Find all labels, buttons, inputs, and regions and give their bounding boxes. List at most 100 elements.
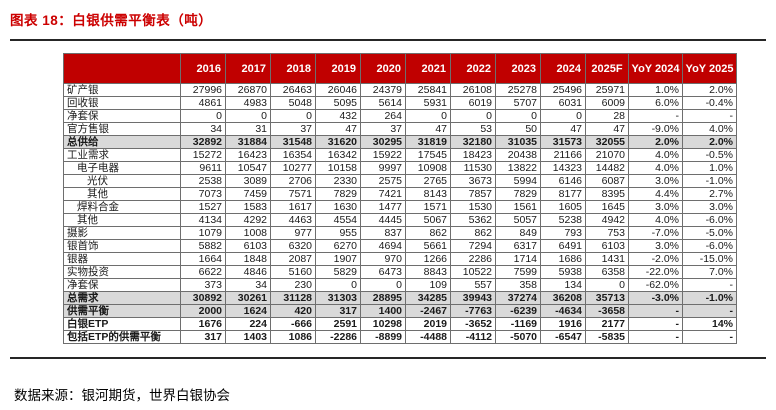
row-label: 总供给 [63, 135, 181, 149]
cell-value: -4634 [540, 304, 586, 318]
cell-value: 3089 [225, 174, 271, 188]
cell-value: 230 [270, 278, 316, 292]
cell-value: 4445 [360, 213, 406, 227]
column-header-2022: 2022 [450, 53, 496, 84]
cell-value: 7599 [495, 265, 541, 279]
table-row: 官方售银 34 31 37 47 37 47 53 50 47 47 -9.0% 4.0% [63, 122, 737, 136]
row-label: 其他 [63, 187, 181, 201]
cell-value: - [628, 317, 683, 331]
cell-value: 28 [585, 109, 629, 123]
cell-value: 0 [225, 109, 271, 123]
cell-value: 26046 [315, 83, 361, 97]
cell-value: 30261 [225, 291, 271, 305]
cell-value: 6103 [225, 239, 271, 253]
cell-value: 50 [495, 122, 541, 136]
cell-value: 557 [450, 278, 496, 292]
cell-value: 0 [180, 109, 226, 123]
cell-value: 0 [270, 109, 316, 123]
cell-value: 3.0% [628, 239, 683, 253]
table-row: 净套保 0 0 0 432 264 0 0 0 0 28- - [63, 109, 737, 123]
cell-value: 1086 [270, 330, 316, 344]
row-label: 白银ETP [63, 317, 181, 331]
cell-value: 753 [585, 226, 629, 240]
cell-value: 3.0% [628, 200, 683, 214]
cell-value: -0.4% [682, 96, 737, 110]
cell-value: 1605 [540, 200, 586, 214]
cell-value: -5.0% [682, 226, 737, 240]
column-header-yoy-2024: YoY 2024 [628, 53, 683, 84]
cell-value: -4112 [450, 330, 496, 344]
row-label: 官方售银 [63, 122, 181, 136]
cell-value: 16354 [270, 148, 316, 162]
cell-value: 317 [180, 330, 226, 344]
cell-value: 5614 [360, 96, 406, 110]
cell-value: 1714 [495, 252, 541, 266]
cell-value: 7829 [315, 187, 361, 201]
row-label: 回收银 [63, 96, 181, 110]
table-row: 其他 4134 4292 4463 4554 4445 5067 5362 5057 5238 49… [63, 213, 737, 227]
cell-value: 7073 [180, 187, 226, 201]
cell-value: - [628, 304, 683, 318]
cell-value: 1.0% [682, 161, 737, 175]
cell-value: 1624 [225, 304, 271, 318]
cell-value: 862 [405, 226, 451, 240]
cell-value: 28895 [360, 291, 406, 305]
cell-value: - [628, 330, 683, 344]
cell-value: 27996 [180, 83, 226, 97]
column-header-2025f: 2025F [585, 53, 629, 84]
cell-value: 8843 [405, 265, 451, 279]
row-label: 银首饰 [63, 239, 181, 253]
cell-value: 6087 [585, 174, 629, 188]
cell-value: 4463 [270, 213, 316, 227]
cell-value: 7571 [270, 187, 316, 201]
cell-value: 6146 [540, 174, 586, 188]
cell-value: 2.0% [682, 83, 737, 97]
cell-value: 0 [540, 109, 586, 123]
cell-value: 31819 [405, 135, 451, 149]
cell-value: 2765 [405, 174, 451, 188]
cell-value: 6.0% [628, 96, 683, 110]
row-label: 供需平衡 [63, 304, 181, 318]
cell-value: 1848 [225, 252, 271, 266]
cell-value: 47 [540, 122, 586, 136]
cell-value: 793 [540, 226, 586, 240]
cell-value: 0 [405, 109, 451, 123]
cell-value: 4846 [225, 265, 271, 279]
cell-value: 14482 [585, 161, 629, 175]
cell-value: 26108 [450, 83, 496, 97]
cell-value: 264 [360, 109, 406, 123]
cell-value: 31620 [315, 135, 361, 149]
cell-value: 0 [315, 278, 361, 292]
cell-value: 955 [315, 226, 361, 240]
cell-value: 2538 [180, 174, 226, 188]
column-header-2021: 2021 [405, 53, 451, 84]
cell-value: 7459 [225, 187, 271, 201]
cell-value: 2.0% [628, 135, 683, 149]
data-source: 数据来源：银河期货，世界白银协会 [14, 388, 230, 403]
cell-value: -1.0% [682, 291, 737, 305]
cell-value: 47 [315, 122, 361, 136]
cell-value: 47 [585, 122, 629, 136]
cell-value: 34 [180, 122, 226, 136]
cell-value: 2330 [315, 174, 361, 188]
cell-value: -2467 [405, 304, 451, 318]
cell-value: 8143 [405, 187, 451, 201]
cell-value: 2.0% [682, 135, 737, 149]
table-row: 实物投资 6622 4846 5160 5829 6473 8843 10522 7599 593… [63, 265, 737, 279]
cell-value: 1630 [315, 200, 361, 214]
cell-value: 15272 [180, 148, 226, 162]
cell-value: 8395 [585, 187, 629, 201]
cell-value: 26870 [225, 83, 271, 97]
cell-value: 2177 [585, 317, 629, 331]
cell-value: 47 [405, 122, 451, 136]
cell-value: 4694 [360, 239, 406, 253]
cell-value: 37 [270, 122, 316, 136]
cell-value: 1916 [540, 317, 586, 331]
cell-value: 1676 [180, 317, 226, 331]
cell-value: 1079 [180, 226, 226, 240]
cell-value: -6239 [495, 304, 541, 318]
cell-value: 1403 [225, 330, 271, 344]
column-header-2024: 2024 [540, 53, 586, 84]
row-label: 焊料合金 [63, 200, 181, 214]
cell-value: 15922 [360, 148, 406, 162]
